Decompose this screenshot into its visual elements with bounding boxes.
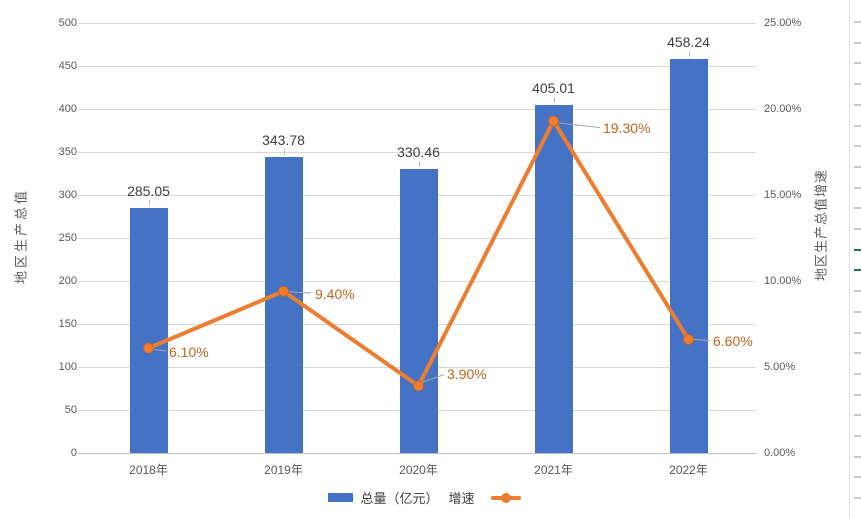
line-marker[interactable] [683, 334, 694, 345]
bar[interactable] [669, 58, 708, 453]
sheet-row-stub [854, 207, 861, 210]
legend-bar-swatch[interactable] [328, 493, 354, 502]
sheet-row-stub [854, 497, 861, 500]
bar[interactable] [264, 157, 303, 453]
sheet-row-stub [854, 435, 861, 437]
bar-value-label: 330.46 [397, 143, 440, 160]
legend: 总量（亿元） 增速 [0, 488, 849, 507]
sheet-row-stub [854, 21, 861, 23]
right-axis-tick-label: 15.00% [764, 189, 802, 201]
sheet-row-stub [854, 352, 861, 355]
bar-label-leader-tick [418, 160, 420, 167]
bar-value-label: 343.78 [262, 132, 305, 149]
bar[interactable] [399, 168, 438, 453]
sheet-row-stub [854, 145, 861, 148]
left-axis-tick-label: 350 [58, 146, 77, 158]
sheet-column-border [849, 0, 850, 518]
legend-line-marker-icon [500, 492, 511, 503]
right-axis-tick-label: 0.00% [764, 447, 796, 459]
bar-label-leader-tick [148, 199, 150, 206]
sheet-row-stub [854, 310, 861, 313]
left-axis-tick-label: 0 [70, 447, 77, 459]
line-value-label: 9.40% [315, 286, 355, 302]
sheet-row-stub [854, 186, 861, 189]
sheet-row-stub [854, 165, 861, 168]
sheet-row-stub [854, 228, 861, 230]
left-axis-tick-label: 200 [58, 275, 77, 287]
x-tick-label: 2018年 [129, 463, 168, 477]
line-marker[interactable] [413, 380, 424, 392]
leader-line [288, 291, 312, 294]
left-axis-tick-label: 500 [58, 17, 77, 29]
bar-label-leader-tick [688, 50, 690, 57]
grid-line [78, 66, 756, 67]
grid-line [78, 23, 756, 24]
bar-value-label: 405.01 [532, 79, 575, 96]
leader-line [693, 339, 711, 341]
left-axis-tick-label: 50 [64, 404, 77, 416]
sheet-row-stub-green [854, 269, 861, 272]
line-value-label: 6.60% [713, 333, 753, 349]
legend-line-swatch[interactable] [490, 492, 521, 503]
bar-label-leader-tick [553, 96, 555, 103]
leader-line [558, 122, 601, 128]
line-value-label: 6.10% [169, 344, 209, 360]
line-marker[interactable] [143, 342, 154, 354]
left-axis-tick-label: 300 [58, 189, 77, 201]
left-axis-tick-label: 400 [58, 103, 77, 115]
left-axis-tick-label: 250 [58, 232, 77, 244]
sheet-row-stub [854, 62, 861, 65]
sheet-row-stub [854, 83, 861, 86]
bar-value-label: 458.24 [667, 33, 710, 50]
right-axis-tick-label: 10.00% [764, 275, 802, 287]
sheet-row-stub [854, 476, 861, 479]
growth-line[interactable] [146, 119, 691, 388]
left-axis-tick-label: 150 [58, 318, 77, 330]
leader-line [420, 374, 445, 384]
grid-line [78, 109, 756, 110]
bar-label-leader-tick [283, 149, 285, 156]
sheet-row-stub [854, 124, 861, 127]
left-axis-tick-label: 450 [58, 60, 77, 72]
x-tick-label: 2019年 [264, 463, 303, 477]
legend-label-bar-series[interactable]: 总量（亿元） [360, 491, 439, 506]
line-marker[interactable] [548, 115, 559, 127]
grid-line [78, 152, 756, 153]
sheet-row-stub [854, 414, 861, 417]
left-axis-tick-label: 100 [58, 361, 77, 373]
line-marker[interactable] [278, 285, 289, 297]
sheet-row-stub [854, 290, 861, 293]
sheet-row-stub [854, 331, 861, 334]
right-axis-tick-label: 20.00% [764, 103, 802, 115]
x-tick-label: 2022年 [669, 463, 708, 477]
line-value-label: 19.30% [603, 120, 651, 136]
right-axis-tick-label: 25.00% [764, 17, 802, 29]
bar[interactable] [534, 104, 573, 453]
legend-label-line-series[interactable]: 增速 [448, 491, 475, 506]
x-tick-label: 2021年 [534, 463, 573, 477]
sheet-row-stub [854, 393, 861, 396]
sheet-row-stub [854, 41, 861, 44]
line-value-label: 3.90% [447, 366, 487, 382]
sheet-row-stub-green [854, 248, 861, 251]
x-axis-line [78, 453, 756, 454]
sheet-row-stub [854, 455, 861, 458]
leader-line [153, 349, 167, 352]
bar-value-label: 285.05 [127, 182, 170, 199]
bar[interactable] [129, 207, 168, 453]
sheet-row-stub [854, 103, 861, 106]
right-axis-tick-label: 5.00% [764, 361, 796, 373]
x-tick-label: 2020年 [399, 463, 438, 477]
sheet-row-stub [854, 372, 861, 375]
